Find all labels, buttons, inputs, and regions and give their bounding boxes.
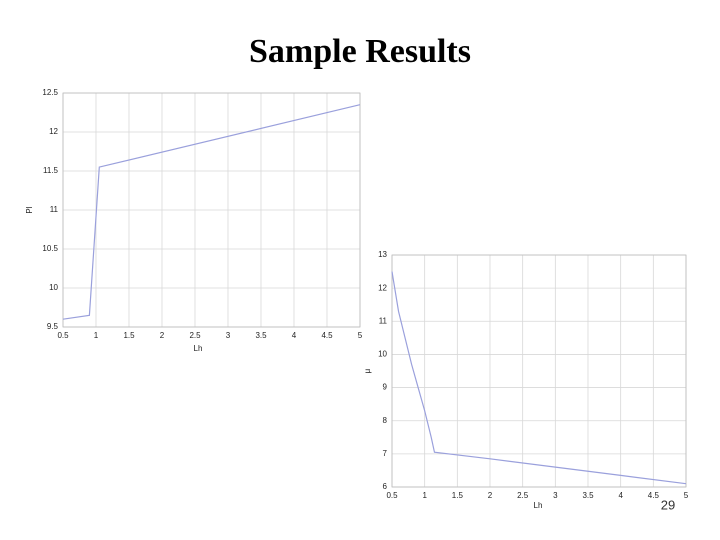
y-tick-label: 6 xyxy=(383,482,388,491)
x-tick-label: 2.5 xyxy=(517,491,529,500)
x-tick-label: 5 xyxy=(684,491,689,500)
y-tick-label: 10.5 xyxy=(42,244,58,253)
y-tick-label: 9.5 xyxy=(47,322,59,331)
x-tick-label: 4.5 xyxy=(648,491,660,500)
x-tick-label: 5 xyxy=(358,331,363,340)
y-tick-label: 12.5 xyxy=(42,88,58,97)
y-tick-label: 10 xyxy=(49,283,58,292)
y-axis-label: μ xyxy=(363,368,372,373)
x-tick-label: 2 xyxy=(160,331,165,340)
y-tick-label: 10 xyxy=(378,350,387,359)
plot-frame xyxy=(391,254,687,488)
y-axis-label: Pl xyxy=(25,206,34,213)
x-tick-label: 1 xyxy=(422,491,427,500)
y-tick-label: 11 xyxy=(379,316,388,325)
x-tick-label: 4.5 xyxy=(321,331,333,340)
x-tick-label: 3 xyxy=(226,331,231,340)
x-tick-label: 1.5 xyxy=(123,331,135,340)
y-tick-label: 11 xyxy=(50,205,59,214)
x-tick-label: 2.5 xyxy=(189,331,201,340)
y-tick-label: 7 xyxy=(383,449,388,458)
x-tick-label: 3.5 xyxy=(255,331,267,340)
page-number: 29 xyxy=(661,497,675,512)
x-tick-label: 4 xyxy=(618,491,623,500)
x-tick-label: 0.5 xyxy=(386,491,398,500)
plot-frame xyxy=(62,92,361,328)
x-tick-label: 3.5 xyxy=(582,491,594,500)
x-tick-label: 1.5 xyxy=(452,491,464,500)
x-tick-label: 2 xyxy=(488,491,493,500)
y-tick-label: 11.5 xyxy=(43,166,59,175)
y-tick-label: 12 xyxy=(378,283,387,292)
y-tick-label: 12 xyxy=(49,127,58,136)
x-axis-label: Lh xyxy=(534,501,543,510)
x-tick-label: 1 xyxy=(94,331,99,340)
y-tick-label: 13 xyxy=(378,250,387,259)
x-tick-label: 3 xyxy=(553,491,558,500)
x-tick-label: 4 xyxy=(292,331,297,340)
y-tick-label: 9 xyxy=(383,383,388,392)
y-tick-label: 8 xyxy=(383,416,388,425)
x-tick-label: 0.5 xyxy=(57,331,69,340)
slide-title: Sample Results xyxy=(249,33,471,70)
data-line xyxy=(391,271,687,485)
data-line xyxy=(62,104,361,320)
x-axis-label: Lh xyxy=(194,344,203,353)
